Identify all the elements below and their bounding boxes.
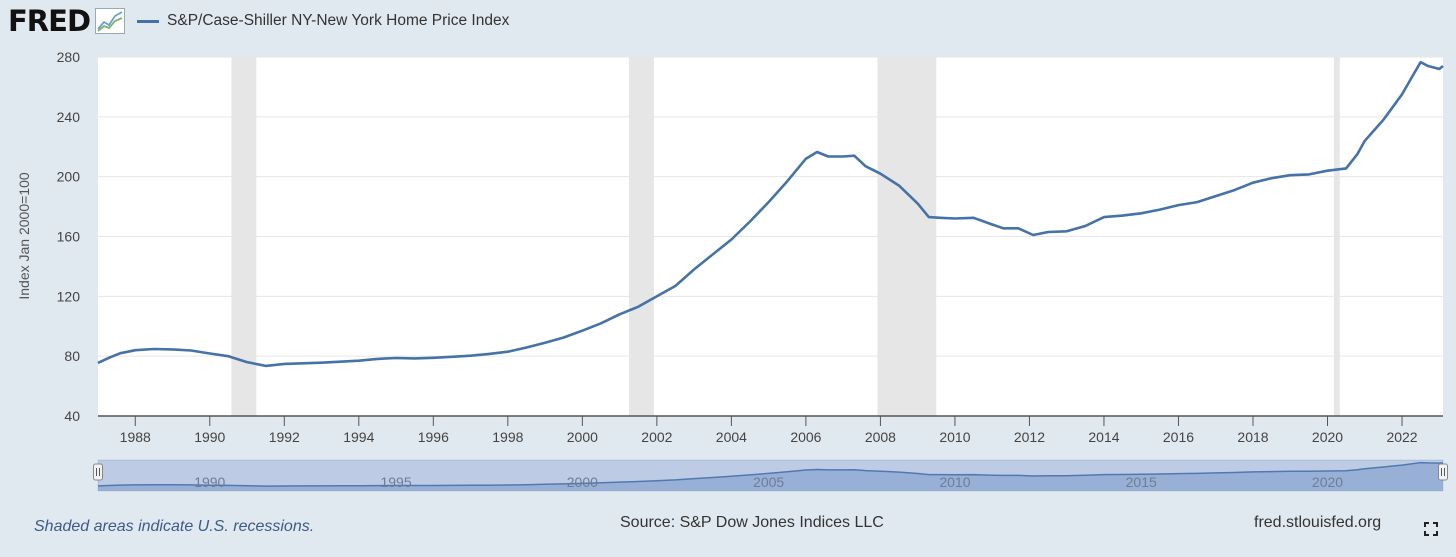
x-tick-label: 2016 (1163, 429, 1194, 445)
navigator-selection[interactable] (98, 460, 1443, 491)
series-title: S&P/Case-Shiller NY-New York Home Price … (167, 12, 510, 29)
x-axis: 1988 1990 1992 1994 1996 1998 2000 2002 2004 2006… (98, 415, 1443, 445)
x-tick-label: 2006 (790, 429, 821, 445)
y-tick-label: 40 (64, 408, 80, 424)
navigator-handle[interactable] (93, 463, 103, 481)
navigator-tick-label: 2000 (567, 474, 598, 490)
series-line[interactable] (97, 60, 1444, 368)
x-tick-label: 2012 (1014, 429, 1045, 445)
x-tick-label: 1996 (418, 429, 449, 445)
y-tick-label: 240 (57, 109, 81, 125)
navigator-tick-label: 2015 (1126, 474, 1157, 490)
navigator-series-line (97, 461, 1444, 487)
navigator-series-area (98, 462, 1443, 491)
x-tick-label: 2020 (1312, 429, 1343, 445)
x-tick-label: 2018 (1237, 429, 1268, 445)
chart[interactable]: 40 80 120 160 200 240 280 1988 1990 1992 1994 1996… (0, 0, 1456, 500)
legend-line-icon (137, 19, 160, 23)
navigator-tick-label: 1990 (194, 474, 225, 490)
navigator-handle-body[interactable] (93, 463, 103, 481)
navigator-tick-label: 2020 (1312, 474, 1343, 490)
x-tick-label: 2008 (865, 429, 896, 445)
fred-graph-icon (95, 8, 126, 34)
y-tick-label: 160 (57, 229, 81, 245)
y-tick-label: 120 (57, 288, 81, 304)
navigator-tick-label: 1995 (380, 474, 411, 490)
navigator-handle-body[interactable] (1438, 463, 1448, 481)
x-tick-label: 2010 (939, 429, 970, 445)
x-tick-label: 1994 (343, 429, 374, 445)
site-link[interactable]: fred.stlouisfed.org (1254, 514, 1382, 531)
navigator-tick-label: 2005 (753, 474, 784, 490)
x-tick-label: 2022 (1386, 429, 1417, 445)
navigator-handle[interactable] (1438, 463, 1448, 481)
x-tick-label: 1998 (492, 429, 523, 445)
x-tick-label: 1988 (120, 429, 151, 445)
x-tick-label: 2004 (716, 429, 747, 445)
grid-lines (98, 56, 1443, 357)
recession-note: Shaded areas indicate U.S. recessions. (34, 518, 315, 535)
x-tick-label: 1992 (269, 429, 300, 445)
y-axis: 40 80 120 160 200 240 280 (57, 49, 81, 424)
y-tick-label: 80 (64, 348, 80, 364)
navigator: 1990 1995 2000 2005 2010 2015 2020 (93, 459, 1448, 492)
fred-logo[interactable]: FRED (8, 4, 91, 38)
x-tick-label: 1990 (194, 429, 225, 445)
y-tick-label: 280 (57, 49, 81, 65)
source-text[interactable]: Source: S&P Dow Jones Indices LLC (620, 514, 884, 531)
x-tick-label: 2000 (567, 429, 598, 445)
series-group (97, 60, 1444, 368)
y-tick-label: 200 (57, 169, 81, 185)
header: FRED S&P/Case-Shiller NY-New York Home P… (8, 4, 509, 38)
navigator-tick-label: 2010 (939, 474, 970, 490)
x-tick-label: 2002 (641, 429, 672, 445)
x-tick-label: 2014 (1088, 429, 1119, 445)
fullscreen-icon[interactable] (1424, 522, 1438, 536)
